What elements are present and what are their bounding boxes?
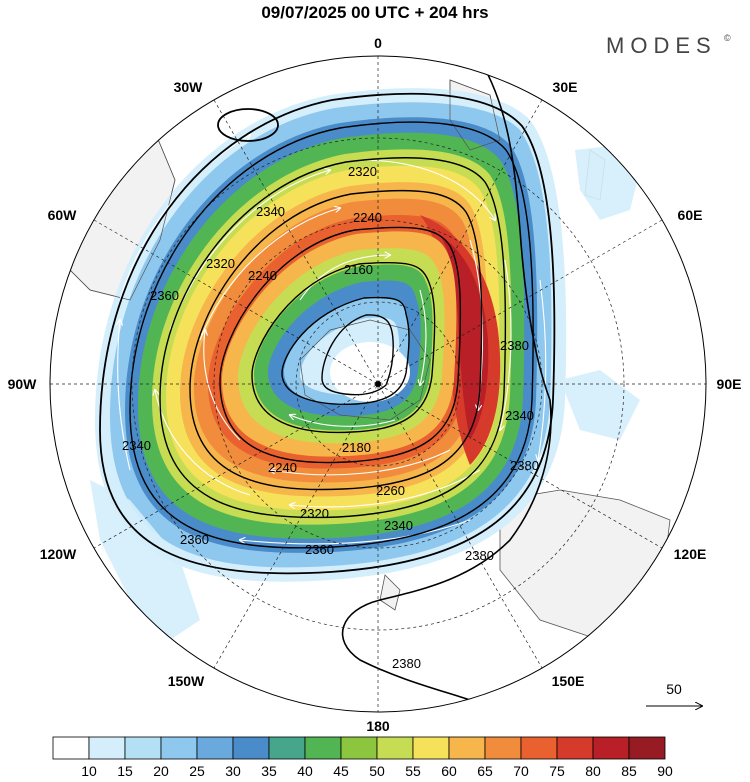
contour-label-2240c: 2240 — [268, 460, 297, 475]
contour-label-2360c: 2360 — [305, 542, 334, 557]
contour-label-2320: 2320 — [348, 164, 377, 179]
colorbar-label: 50 — [369, 763, 385, 779]
lon-label-0: 0 — [374, 35, 382, 51]
colorbar-swatch — [304, 736, 342, 760]
reference-vector-label: 50 — [666, 681, 682, 697]
colorbar-label: 85 — [621, 763, 637, 779]
copyright-mark: © — [724, 33, 731, 43]
colorbar-swatch — [376, 736, 414, 760]
colorbar-swatch — [88, 736, 126, 760]
contour-labels: 2320 2340 2240 2160 2240 2320 2360 2380 … — [122, 164, 539, 671]
colorbar-label: 10 — [81, 763, 97, 779]
colorbar-swatch — [268, 736, 306, 760]
south-pole-marker — [375, 381, 381, 387]
lon-label-60e: 60E — [678, 207, 703, 223]
lon-label-60w: 60W — [48, 207, 78, 223]
map-border — [49, 55, 707, 713]
contour-label-2320c: 2320 — [300, 506, 329, 521]
longitude-labels: 0 30E 60E 90E 120E 150E 180 150W 120W 90… — [8, 35, 742, 734]
colorbar-swatch — [196, 736, 234, 760]
contour-label-2380b: 2380 — [510, 458, 539, 473]
colorbar-swatch — [592, 736, 630, 760]
contour-label-2340b: 2340 — [505, 408, 534, 423]
contour-label-2380: 2380 — [500, 338, 529, 353]
colorbar-swatch — [520, 736, 558, 760]
contour-label-2180: 2180 — [342, 440, 371, 455]
colorbar-label: 20 — [153, 763, 169, 779]
colorbar-swatch — [412, 736, 450, 760]
colorbar-swatch — [340, 736, 378, 760]
colorbar-swatch — [628, 736, 666, 760]
contour-label-2240: 2240 — [353, 210, 382, 225]
reference-vector: 50 — [646, 681, 702, 706]
colorbar-label: 75 — [549, 763, 565, 779]
colorbar-swatch — [556, 736, 594, 760]
colorbar-label: 65 — [477, 763, 493, 779]
colorbar-label: 40 — [297, 763, 313, 779]
colorbar-swatch — [52, 736, 90, 760]
colorbar-swatch — [448, 736, 486, 760]
colorbar-label: 60 — [441, 763, 457, 779]
colorbar-label: 15 — [117, 763, 133, 779]
modes-logo: MODES — [606, 33, 717, 58]
lon-label-150w: 150W — [168, 673, 205, 689]
lon-label-30e: 30E — [553, 79, 578, 95]
contour-label-2360b: 2360 — [180, 532, 209, 547]
contour-label-2340d: 2340 — [384, 518, 413, 533]
colorbar-label: 45 — [333, 763, 349, 779]
lon-label-30w: 30W — [174, 79, 204, 95]
colorbar-label: 25 — [189, 763, 205, 779]
colorbar-swatch — [232, 736, 270, 760]
colorbar-label: 70 — [513, 763, 529, 779]
contour-label-2360: 2360 — [150, 288, 179, 303]
contour-label-2320b: 2320 — [206, 256, 235, 271]
lon-label-120e: 120E — [674, 546, 707, 562]
lon-label-120w: 120W — [40, 546, 77, 562]
graticule — [50, 56, 706, 712]
chart-title: 09/07/2025 00 UTC + 204 hrs — [261, 3, 488, 22]
contour-label-2340c: 2340 — [122, 438, 151, 453]
colorbar-swatch — [484, 736, 522, 760]
contour-label-2260: 2260 — [376, 483, 405, 498]
map-disk — [50, 56, 706, 712]
contour-label-2340: 2340 — [256, 204, 285, 219]
lon-label-180: 180 — [366, 718, 390, 734]
lon-label-150e: 150E — [552, 673, 585, 689]
colorbar: 10 15 20 25 30 35 40 45 50 55 60 65 70 75 80 85 90 — [52, 736, 673, 779]
colorbar-label: 55 — [405, 763, 421, 779]
contour-label-2380d: 2380 — [392, 656, 421, 671]
colorbar-label: 35 — [261, 763, 277, 779]
colorbar-label: 90 — [657, 763, 673, 779]
contour-label-2240b: 2240 — [248, 268, 277, 283]
colorbar-swatch — [124, 736, 162, 760]
contour-label-2160: 2160 — [344, 262, 373, 277]
lon-label-90w: 90W — [8, 376, 38, 392]
contour-label-2380c: 2380 — [465, 548, 494, 563]
colorbar-label: 30 — [225, 763, 241, 779]
colorbar-label: 80 — [585, 763, 601, 779]
lon-label-90e: 90E — [717, 376, 742, 392]
colorbar-swatch — [160, 736, 198, 760]
